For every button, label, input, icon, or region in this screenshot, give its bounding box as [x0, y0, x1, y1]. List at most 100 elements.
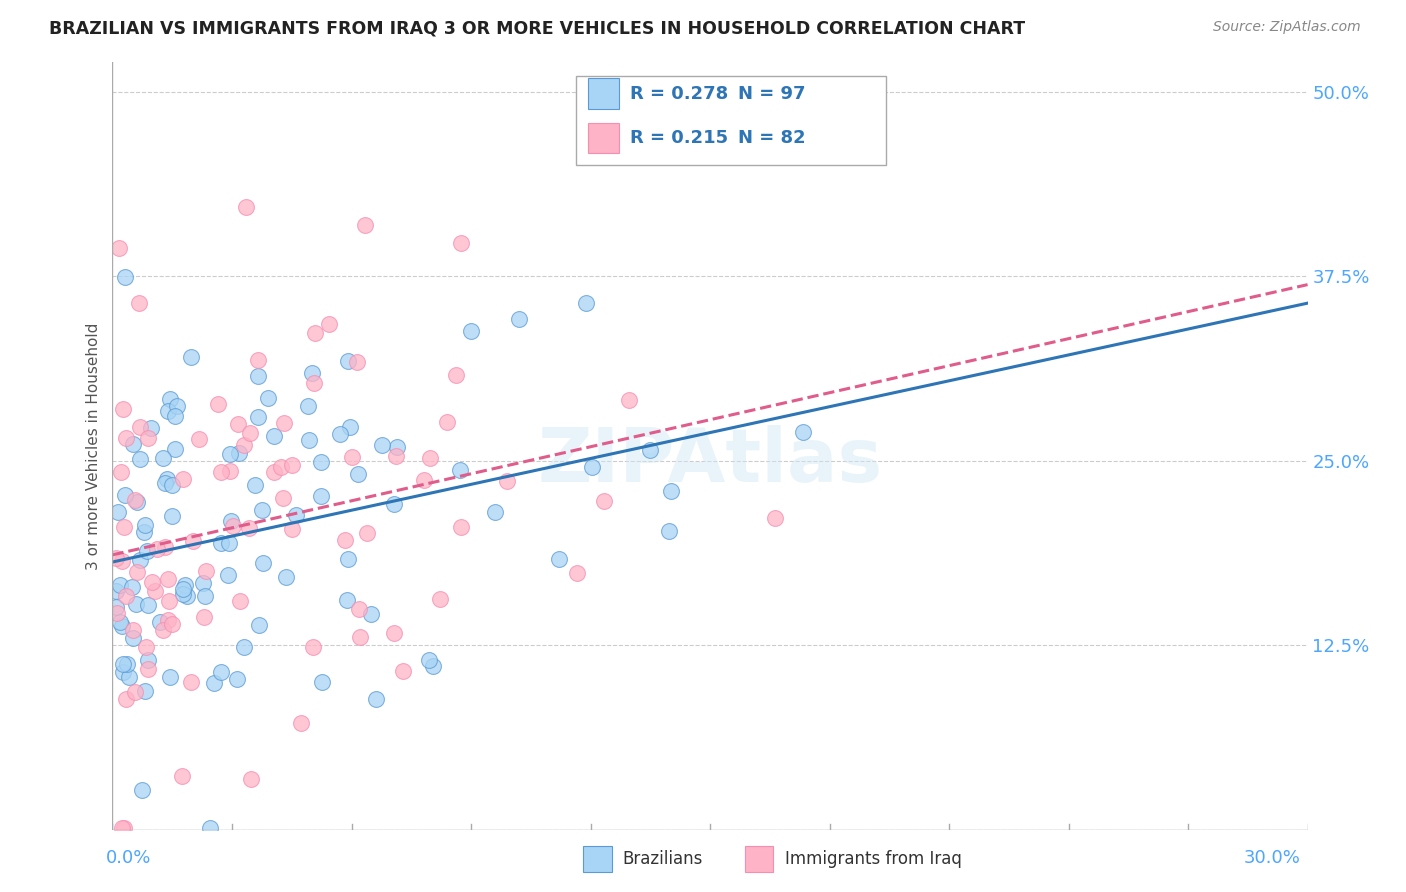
Point: [114, 270, 136, 285]
Point: [429, 591, 451, 606]
Point: [418, 653, 440, 667]
Point: [209, 536, 232, 550]
Point: [413, 473, 436, 487]
Point: [217, 568, 239, 582]
Point: [198, 821, 221, 835]
Text: Immigrants from Iraq: Immigrants from Iraq: [785, 850, 962, 868]
Point: [172, 586, 194, 600]
Point: [108, 615, 131, 630]
Point: [311, 674, 333, 689]
Text: N = 97: N = 97: [738, 85, 806, 103]
Point: [152, 624, 174, 638]
Point: [136, 653, 159, 667]
Point: [290, 716, 312, 731]
Point: [382, 497, 405, 511]
Point: [156, 404, 179, 418]
Point: [157, 572, 180, 586]
Point: [763, 511, 786, 525]
Point: [155, 540, 177, 554]
Point: [156, 613, 179, 627]
Point: [356, 526, 378, 541]
Point: [218, 464, 240, 478]
Point: [195, 564, 218, 578]
Point: [337, 552, 360, 566]
Point: [156, 472, 179, 486]
Point: [115, 589, 138, 603]
Point: [449, 463, 471, 477]
Point: [281, 458, 304, 472]
Point: [263, 428, 285, 442]
Point: [444, 368, 467, 383]
Point: [180, 674, 202, 689]
Point: [129, 420, 152, 434]
Point: [136, 544, 159, 558]
Point: [270, 460, 292, 475]
Point: [108, 578, 131, 592]
Point: [105, 606, 128, 620]
Point: [339, 420, 361, 434]
Point: [581, 460, 603, 475]
Point: [136, 661, 159, 675]
Point: [124, 685, 146, 699]
Point: [593, 494, 616, 508]
Point: [250, 503, 273, 517]
Point: [153, 475, 176, 490]
Point: [202, 676, 225, 690]
Point: [159, 669, 181, 683]
Point: [134, 524, 156, 539]
Text: N = 82: N = 82: [738, 129, 806, 147]
Point: [340, 450, 363, 464]
Point: [565, 566, 588, 580]
Text: 0.0%: 0.0%: [105, 849, 150, 867]
Point: [246, 369, 269, 384]
Point: [207, 397, 229, 411]
Point: [110, 821, 132, 835]
Point: [115, 431, 138, 445]
Point: [226, 417, 249, 431]
Point: [336, 593, 359, 607]
Point: [385, 449, 408, 463]
Point: [135, 640, 157, 654]
Point: [496, 474, 519, 488]
Point: [382, 625, 405, 640]
Point: [484, 505, 506, 519]
Point: [191, 575, 214, 590]
Point: [450, 520, 472, 534]
Point: [218, 535, 240, 549]
Point: [617, 393, 640, 408]
Point: [508, 312, 530, 326]
Point: [105, 551, 128, 566]
Point: [302, 640, 325, 655]
Point: [309, 489, 332, 503]
Point: [301, 366, 323, 380]
Point: [125, 597, 148, 611]
Point: [134, 518, 156, 533]
Point: [194, 589, 217, 603]
Point: [239, 425, 262, 440]
Point: [149, 615, 172, 630]
Point: [111, 657, 134, 671]
Point: [131, 783, 153, 797]
Point: [226, 672, 249, 686]
Point: [172, 472, 194, 486]
Point: [152, 450, 174, 465]
Point: [346, 355, 368, 369]
Point: [346, 467, 368, 481]
Point: [219, 447, 242, 461]
Point: [105, 584, 128, 599]
Point: [219, 515, 242, 529]
Point: [160, 477, 183, 491]
Point: [235, 200, 257, 214]
Point: [136, 598, 159, 612]
Point: [112, 402, 135, 417]
Point: [229, 594, 252, 608]
Point: [160, 616, 183, 631]
Point: [354, 218, 377, 232]
Point: [128, 296, 150, 310]
Point: [257, 391, 280, 405]
Point: [166, 399, 188, 413]
Point: [111, 554, 134, 568]
Point: [127, 565, 149, 579]
Point: [118, 670, 141, 684]
Point: [252, 556, 274, 570]
